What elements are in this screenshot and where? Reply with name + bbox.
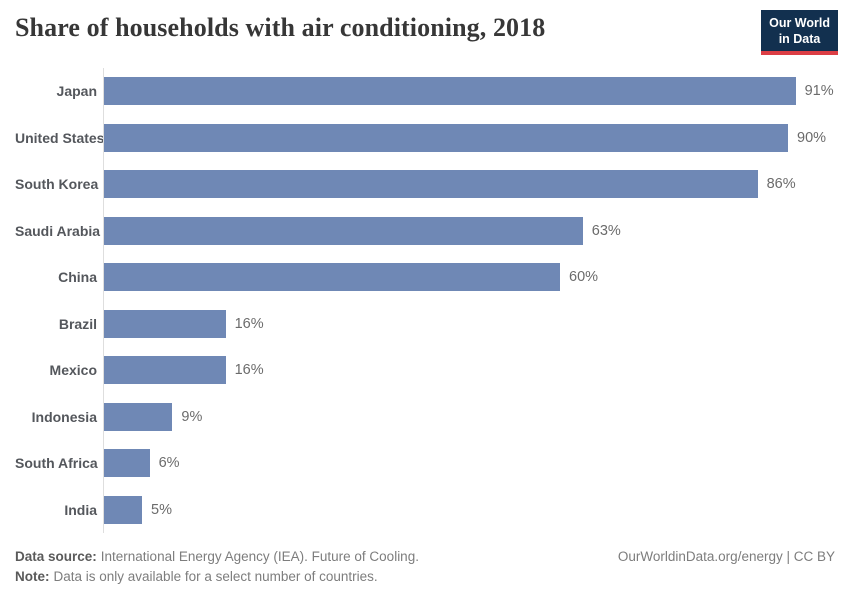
value-label: 91%: [804, 83, 834, 100]
bar-row: India 5%: [15, 486, 850, 533]
bar-row: Mexico 16%: [15, 347, 850, 394]
bar-row: Saudi Arabia 63%: [15, 207, 850, 254]
bar-track: 16%: [103, 300, 850, 347]
bar-row: Japan 91%: [15, 68, 850, 115]
note-label: Note:: [15, 569, 50, 584]
bar: [104, 449, 150, 478]
category-label: India: [64, 501, 97, 518]
chart-footer: Data source: International Energy Agency …: [15, 547, 835, 587]
bar-row: Brazil 16%: [15, 300, 850, 347]
owid-logo-line1: Our World: [769, 16, 830, 30]
bar: [104, 216, 583, 245]
bar: [104, 495, 142, 524]
value-label: 60%: [569, 269, 599, 286]
category-label: United States: [15, 129, 105, 146]
chart-title: Share of households with air conditionin…: [15, 13, 546, 42]
value-label: 9%: [181, 408, 203, 425]
bar-chart: Japan 91% United States 90% South Korea 86% Sa…: [15, 68, 850, 533]
bar: [104, 309, 226, 338]
bar-row: South Africa 6%: [15, 440, 850, 487]
bar-track: 90%: [103, 114, 850, 161]
bar: [104, 170, 758, 199]
value-label: 16%: [234, 315, 264, 332]
data-source-line: Data source: International Energy Agency …: [15, 547, 419, 567]
bar-row: United States 90%: [15, 114, 850, 161]
bar-row: China 60%: [15, 254, 850, 301]
bar-track: 60%: [103, 254, 850, 301]
owid-logo: Our World in Data: [761, 10, 838, 56]
value-label: 90%: [797, 129, 827, 146]
bar-track: 5%: [103, 486, 850, 533]
bar: [104, 356, 226, 385]
bar: [104, 77, 796, 106]
value-label: 86%: [766, 176, 796, 193]
category-label: Mexico: [49, 362, 97, 379]
bar-track: 6%: [103, 440, 850, 487]
bar-track: 16%: [103, 347, 850, 394]
owid-logo-line2: in Data: [778, 31, 821, 46]
category-label: Indonesia: [31, 408, 97, 425]
data-source-label: Data source:: [15, 549, 97, 564]
value-label: 5%: [151, 501, 172, 518]
bar-row: South Korea 86%: [15, 161, 850, 208]
category-label: Saudi Arabia: [15, 222, 101, 239]
bar-track: 63%: [103, 207, 850, 254]
category-label: Japan: [56, 83, 97, 100]
category-label: South Korea: [15, 176, 99, 193]
data-source-text: International Energy Agency (IEA). Futur…: [100, 549, 419, 564]
bar: [104, 402, 173, 431]
bar-track: 9%: [103, 393, 850, 440]
bar: [104, 263, 560, 292]
value-label: 63%: [591, 222, 621, 239]
footer-notes: Data source: International Energy Agency …: [15, 547, 419, 587]
category-label: China: [58, 269, 97, 286]
bar-track: 86%: [103, 161, 850, 208]
bar-row: Indonesia 9%: [15, 393, 850, 440]
value-label: 16%: [234, 362, 264, 379]
note-line: Note: Data is only available for a select…: [15, 567, 419, 587]
bar: [104, 123, 788, 152]
note-text: Data is only available for a select numb…: [53, 569, 378, 584]
value-label: 6%: [158, 455, 180, 472]
category-label: Brazil: [58, 315, 97, 332]
category-label: South Africa: [15, 455, 98, 472]
bar-track: 91%: [103, 68, 850, 115]
citation-link: OurWorldinData.org/energy | CC BY: [617, 549, 835, 564]
